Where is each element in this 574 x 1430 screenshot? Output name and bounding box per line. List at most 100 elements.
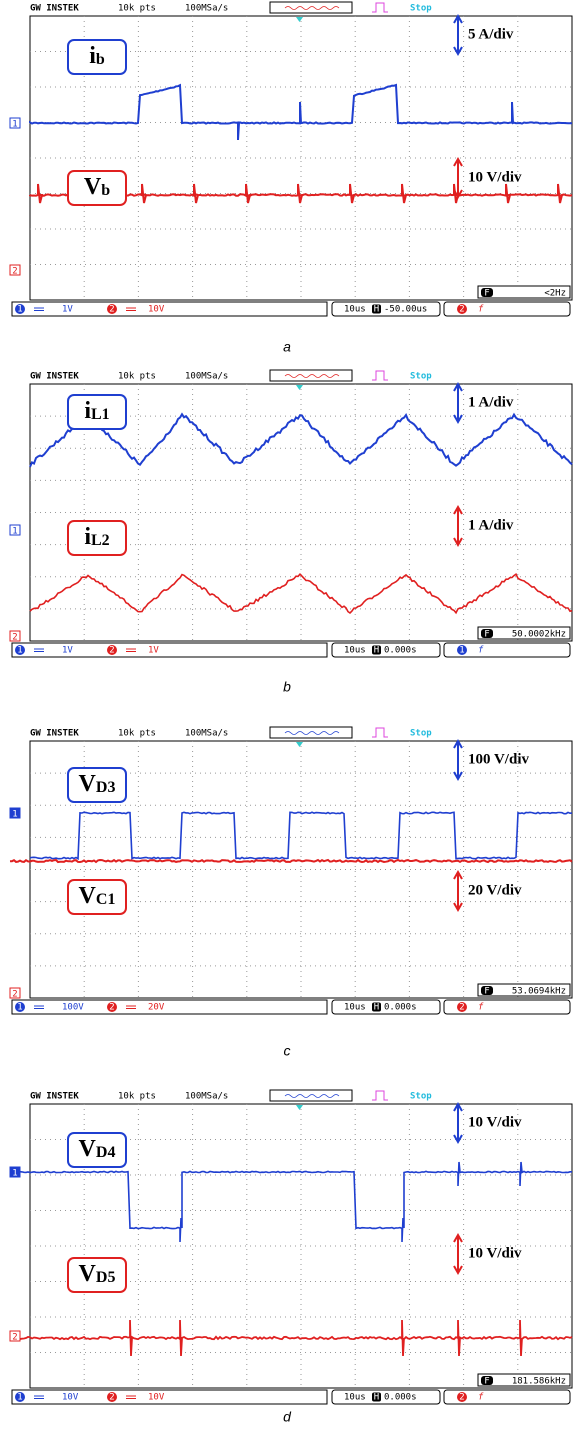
trace-label-sub: D3 (96, 779, 116, 796)
trace-label-sub: b (101, 182, 110, 199)
trigger-source: 2 (459, 1003, 464, 1013)
ch1-scale: 1V (62, 646, 73, 656)
scale-label: 1 A/div (468, 394, 514, 410)
channel-marker: 2 (12, 990, 17, 1000)
channel-marker: 1 (12, 810, 17, 820)
channel-marker: 2 (12, 267, 17, 277)
scale-label: 20 V/div (468, 882, 522, 898)
trigger-icon (372, 3, 388, 12)
ch2-scale: 1V (148, 646, 159, 656)
timebase: 10us (344, 305, 366, 315)
status: Stop (410, 1092, 432, 1102)
scale-label: 1 A/div (468, 517, 514, 533)
trigger-icon (372, 371, 388, 380)
trace-label-sub: C1 (96, 891, 116, 908)
sample-rate: 100MSa/s (185, 372, 228, 382)
h-icon: H (374, 1393, 379, 1403)
ch2-no: 2 (109, 1003, 114, 1013)
brand: GW INSTEK (30, 729, 79, 739)
memory-bar (270, 727, 352, 738)
frequency: 53.0694kHz (512, 987, 566, 997)
figure: GW INSTEK10k pts100MSa/sStop12ib5 A/divV… (0, 0, 574, 1430)
h-icon: H (374, 305, 379, 315)
points: 10k pts (118, 4, 156, 14)
scale-label: 100 V/div (468, 751, 529, 767)
trace-label-sub: L2 (91, 532, 110, 549)
memory-bar (270, 370, 352, 381)
scope-panel: GW INSTEK10k pts100MSa/sStop12iL11 A/div… (10, 370, 572, 657)
footer-ch (12, 302, 327, 316)
points: 10k pts (118, 729, 156, 739)
trace-label-main: V (84, 174, 102, 200)
ch2-scale: 10V (148, 305, 165, 315)
frequency: 50.0002kHz (512, 630, 566, 640)
position: 0.000s (384, 1393, 417, 1403)
ch1-scale: 100V (62, 1003, 84, 1013)
memory-bar (270, 1090, 352, 1101)
f-icon: F (484, 630, 489, 640)
channel-marker: 1 (12, 120, 17, 130)
caption: a (283, 339, 291, 355)
scale-label: 5 A/div (468, 26, 514, 42)
sample-rate: 100MSa/s (185, 1092, 228, 1102)
points: 10k pts (118, 1092, 156, 1102)
trigger-slope: f (478, 1003, 484, 1013)
f-icon: F (484, 987, 489, 997)
scope-panel: GW INSTEK10k pts100MSa/sStop12ib5 A/divV… (10, 2, 572, 316)
trace-label-main: V (79, 1136, 97, 1162)
trace-label-sub: D4 (96, 1144, 116, 1161)
sample-rate: 100MSa/s (185, 4, 228, 14)
trace-label-sub: b (96, 51, 105, 68)
caption: d (283, 1409, 292, 1425)
trace-label-sub: L1 (91, 406, 110, 423)
h-icon: H (374, 1003, 379, 1013)
footer-ch (12, 1390, 327, 1404)
f-icon: F (484, 1377, 489, 1387)
trace-label-main: V (79, 1261, 97, 1287)
f-icon: F (484, 289, 489, 299)
ch2-no: 2 (109, 646, 114, 656)
trigger-icon (372, 728, 388, 737)
channel-marker: 1 (12, 1169, 17, 1179)
caption: c (284, 1043, 291, 1059)
status: Stop (410, 372, 432, 382)
trigger-icon (372, 1091, 388, 1100)
trigger-source: 1 (459, 646, 464, 656)
status: Stop (410, 729, 432, 739)
memory-bar (270, 2, 352, 13)
status: Stop (410, 4, 432, 14)
points: 10k pts (118, 372, 156, 382)
ch1-no: 1 (17, 1393, 22, 1403)
scale-label: 10 V/div (468, 169, 522, 185)
ch1-no: 1 (17, 1003, 22, 1013)
timebase: 10us (344, 1393, 366, 1403)
ch2-scale: 10V (148, 1393, 165, 1403)
ch1-scale: 1V (62, 305, 73, 315)
trigger-slope: f (478, 1393, 484, 1403)
frequency: 181.586kHz (512, 1377, 566, 1387)
trigger-source: 2 (459, 305, 464, 315)
scale-label: 10 V/div (468, 1245, 522, 1261)
h-icon: H (374, 646, 379, 656)
ch2-no: 2 (109, 1393, 114, 1403)
trigger-slope: f (478, 305, 484, 315)
channel-marker: 2 (12, 1333, 17, 1343)
ch1-no: 1 (17, 305, 22, 315)
ch1-no: 1 (17, 646, 22, 656)
frequency: <2Hz (544, 289, 566, 299)
brand: GW INSTEK (30, 1092, 79, 1102)
brand: GW INSTEK (30, 372, 79, 382)
brand: GW INSTEK (30, 4, 79, 14)
sample-rate: 100MSa/s (185, 729, 228, 739)
trace-label-sub: D5 (96, 1269, 116, 1286)
footer-ch (12, 1000, 327, 1014)
trace-label-main: V (79, 771, 97, 797)
ch1-scale: 10V (62, 1393, 79, 1403)
trigger-source: 2 (459, 1393, 464, 1403)
timebase: 10us (344, 1003, 366, 1013)
timebase: 10us (344, 646, 366, 656)
channel-marker: 1 (12, 527, 17, 537)
caption: b (283, 679, 291, 695)
channel-marker: 2 (12, 633, 17, 643)
